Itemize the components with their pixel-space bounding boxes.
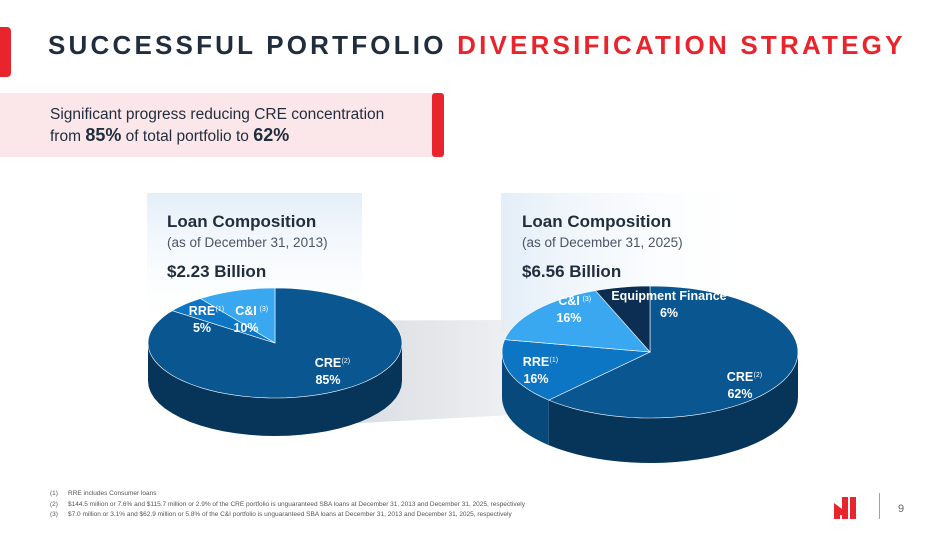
slice-name-label: Equipment Finance: [611, 289, 726, 303]
slice-value-label: 62%: [727, 387, 752, 401]
page-title: SUCCESSFUL PORTFOLIO DIVERSIFICATION STR…: [48, 30, 906, 61]
callout-box: [0, 93, 438, 157]
slice-value-label: 10%: [233, 321, 258, 335]
slice-footnote-marker: (3): [583, 296, 592, 303]
page-number: 9: [898, 503, 905, 515]
slice-name-label: CRE: [727, 370, 753, 384]
footnotes: (1) RRE includes Consumer loans (2) $144.5…: [50, 489, 525, 521]
chart-left-total: $2.23 Billion: [167, 262, 267, 281]
slice-footnote-marker: (2): [342, 358, 351, 365]
pie-slice-c-i: [199, 287, 276, 344]
slice-name-label: RRE: [189, 304, 215, 318]
slice-name-label: RRE: [523, 355, 549, 369]
slice-name-label: C&I: [235, 304, 257, 318]
pie-slice-c-i: [504, 290, 651, 353]
slice-name-label: C&I: [558, 294, 580, 308]
pie-slice-equipment-finance: [594, 285, 651, 353]
pie-slice-rre: [501, 339, 652, 401]
callout-line1: Significant progress reducing CRE concen…: [50, 106, 385, 123]
slice-value-label: 85%: [315, 373, 340, 387]
company-logo-icon: [834, 497, 856, 519]
chart-left-title: Loan Composition: [167, 212, 317, 231]
footnote-item: (2) $144.5 million or 7.6% and $115.7 mil…: [50, 500, 525, 508]
chart-right-total: $6.56 Billion: [522, 262, 622, 281]
slice-name-label: CRE: [315, 356, 341, 370]
pie-side-rre: [502, 352, 549, 446]
callout-accent-bar: [432, 93, 444, 157]
callout-text: Significant progress reducing CRE concen…: [50, 104, 384, 147]
pie-side-cre: [548, 352, 798, 463]
callout-line2: from 85% of total portfolio to 62%: [50, 125, 384, 147]
footnote-item: (1) RRE includes Consumer loans: [50, 490, 157, 497]
slice-footnote-marker: (1): [550, 357, 559, 364]
callout-value-from: 85%: [85, 125, 122, 145]
slice-value-label: 6%: [660, 306, 678, 320]
page-title-part1: SUCCESSFUL PORTFOLIO: [48, 30, 447, 60]
callout-middle: of total portfolio to: [125, 128, 249, 145]
slice-footnote-marker: (2): [754, 372, 763, 379]
title-accent-bar: [0, 27, 11, 77]
slice-value-label: 5%: [193, 321, 211, 335]
footnote-item: (3) $7.0 million or 3.1% and $62.9 millio…: [50, 511, 512, 518]
pie-side-cre: [148, 343, 402, 436]
page-title-part2: DIVERSIFICATION STRATEGY: [457, 30, 906, 60]
slice-footnote-marker: (3): [260, 306, 269, 313]
chart-left-subtitle: (as of December 31, 2013): [167, 235, 328, 250]
chart-right-subtitle: (as of December 31, 2025): [522, 235, 683, 250]
chart-right-title: Loan Composition: [522, 212, 672, 231]
slice-footnote-marker: (1): [216, 306, 225, 313]
callout-from: from: [50, 128, 81, 145]
pie-slice-rre: [171, 298, 276, 344]
pie-slice-cre: [547, 285, 799, 419]
slice-value-label: 16%: [556, 311, 581, 325]
slice-value-label: 16%: [523, 372, 548, 386]
callout-value-to: 62%: [253, 125, 290, 145]
logo-divider: [879, 493, 880, 519]
